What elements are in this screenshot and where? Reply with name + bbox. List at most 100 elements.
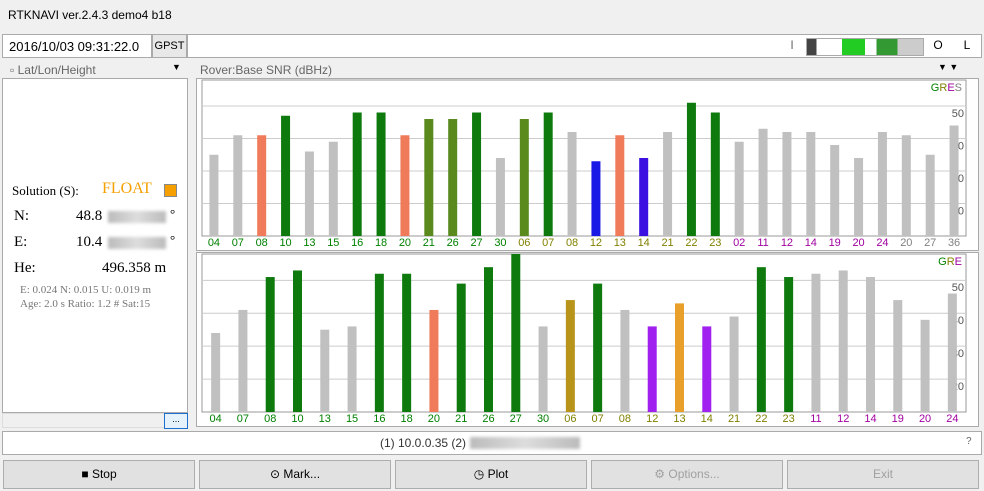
bar bbox=[729, 316, 739, 412]
y-tick-label: 50 bbox=[952, 282, 964, 294]
bar bbox=[620, 309, 630, 412]
bar bbox=[901, 135, 911, 236]
x-tick-label: 12 bbox=[646, 413, 658, 425]
x-tick-label: 18 bbox=[375, 237, 387, 249]
x-tick-label: 13 bbox=[319, 413, 331, 425]
bar bbox=[854, 158, 864, 236]
bar bbox=[663, 132, 673, 236]
bar bbox=[424, 119, 434, 236]
h-label: He: bbox=[14, 260, 36, 276]
x-tick-label: 16 bbox=[373, 413, 385, 425]
x-tick-label: 14 bbox=[701, 413, 713, 425]
button[interactable]: ⚙ Options... bbox=[591, 460, 783, 489]
bar bbox=[429, 309, 439, 412]
x-tick-label: 07 bbox=[237, 413, 249, 425]
button[interactable]: Exit bbox=[787, 460, 979, 489]
bar bbox=[209, 154, 219, 236]
solution-label: Solution (S): bbox=[12, 183, 79, 198]
x-tick-label: 21 bbox=[661, 237, 673, 249]
plot-area bbox=[201, 253, 967, 413]
x-tick-label: 08 bbox=[566, 237, 578, 249]
x-tick-label: 07 bbox=[232, 237, 244, 249]
button-label: Plot bbox=[487, 467, 509, 481]
bar bbox=[400, 135, 410, 236]
x-tick-label: 04 bbox=[210, 413, 222, 425]
x-tick-label: 12 bbox=[837, 413, 849, 425]
x-tick-label: 07 bbox=[542, 237, 554, 249]
bar bbox=[756, 267, 766, 412]
x-tick-label: 14 bbox=[864, 413, 876, 425]
x-tick-label: 11 bbox=[810, 413, 821, 425]
x-tick-label: 27 bbox=[924, 237, 936, 249]
bar bbox=[211, 333, 221, 412]
x-tick-label: 21 bbox=[423, 237, 435, 249]
time-field: 2016/10/03 09:31:22.0 bbox=[2, 34, 152, 58]
button[interactable]: ■ Stop bbox=[3, 460, 195, 489]
bar bbox=[456, 283, 466, 412]
scrollbar[interactable] bbox=[2, 413, 188, 428]
bar bbox=[320, 329, 330, 412]
solution-status: FLOAT bbox=[102, 180, 152, 197]
x-tick-label: 15 bbox=[327, 237, 339, 249]
stream-indicator bbox=[806, 38, 924, 56]
help[interactable]: ? bbox=[966, 436, 972, 447]
x-tick-label: 20 bbox=[428, 413, 440, 425]
chart-frame bbox=[196, 252, 979, 427]
button-icon: ◷ bbox=[473, 467, 488, 481]
bar bbox=[758, 128, 768, 236]
x-tick-label: 24 bbox=[946, 413, 958, 425]
dropdown-arrow[interactable]: ▼ bbox=[172, 62, 181, 72]
x-tick-label: 10 bbox=[291, 413, 303, 425]
panel-header[interactable]: ▫ Lat/Lon/Height bbox=[10, 63, 96, 77]
legend-entry: G bbox=[938, 256, 947, 268]
legend: GRES bbox=[931, 82, 962, 94]
x-tick-label: 10 bbox=[279, 237, 291, 249]
chart-frame bbox=[196, 78, 979, 251]
legend-entry: S bbox=[955, 82, 962, 94]
x-tick-label: 08 bbox=[619, 413, 631, 425]
button[interactable]: ◷ Plot bbox=[395, 460, 587, 489]
bar bbox=[838, 270, 848, 412]
x-tick-label: 24 bbox=[876, 237, 888, 249]
x-tick-label: 15 bbox=[346, 413, 358, 425]
scroll-button[interactable]: ... bbox=[164, 413, 188, 429]
input-button[interactable]: I bbox=[790, 38, 794, 52]
x-tick-label: 22 bbox=[685, 237, 697, 249]
button-icon: ■ bbox=[81, 467, 92, 481]
y-tick-label: 50 bbox=[952, 108, 964, 120]
x-tick-label: 14 bbox=[638, 237, 650, 249]
x-tick-label: 21 bbox=[728, 413, 740, 425]
log-button[interactable]: L bbox=[963, 38, 971, 52]
bar bbox=[352, 112, 362, 236]
bar bbox=[710, 112, 720, 236]
output-button[interactable]: O bbox=[933, 38, 943, 52]
bar bbox=[543, 112, 553, 236]
x-tick-label: 14 bbox=[805, 237, 817, 249]
bar bbox=[782, 132, 792, 236]
time-system-button[interactable]: GPST bbox=[152, 34, 187, 58]
x-tick-label: 27 bbox=[510, 413, 522, 425]
x-tick-label: 13 bbox=[673, 413, 685, 425]
stats-text: Age: 2.0 s Ratio: 1.2 # Sat:15 bbox=[20, 298, 151, 310]
x-tick-label: 30 bbox=[537, 413, 549, 425]
bar bbox=[893, 300, 903, 412]
bar bbox=[949, 125, 959, 236]
x-tick-label: 06 bbox=[564, 413, 576, 425]
dropdown-arrow[interactable]: ▼ ▼ bbox=[938, 62, 959, 72]
x-tick-label: 11 bbox=[757, 237, 768, 249]
blurred-value bbox=[108, 237, 166, 249]
legend-entry: R bbox=[947, 256, 955, 268]
button[interactable]: ⊙ Mark... bbox=[199, 460, 391, 489]
x-tick-label: 02 bbox=[733, 237, 745, 249]
window-title: RTKNAVI ver.2.4.3 demo4 b18 bbox=[8, 8, 172, 22]
button-label: Exit bbox=[872, 467, 893, 481]
bar bbox=[675, 303, 684, 412]
std-text: E: 0.024 N: 0.015 U: 0.019 m bbox=[20, 284, 152, 296]
bar bbox=[538, 326, 548, 412]
snr-header[interactable]: Rover:Base SNR (dBHz) bbox=[200, 63, 333, 77]
status-bar bbox=[2, 431, 982, 455]
x-tick-label: 27 bbox=[470, 237, 482, 249]
degree: ° bbox=[170, 206, 176, 221]
bar bbox=[615, 135, 625, 236]
bar bbox=[448, 119, 458, 236]
